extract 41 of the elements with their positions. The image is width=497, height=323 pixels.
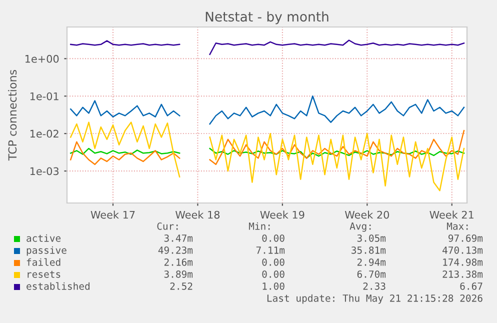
text: 213.38m xyxy=(442,270,483,278)
text: Last update: Thu May 21 21:15:28 2026 xyxy=(267,294,482,304)
y-tick-label: 1e+00 xyxy=(25,54,59,63)
text: 0.00 xyxy=(262,258,284,266)
legend-label: resets xyxy=(28,270,60,278)
y-tick-label: 1e-03 xyxy=(30,167,59,176)
text: 2.16m xyxy=(164,258,193,266)
text: Min: xyxy=(248,222,270,230)
text: 1.00 xyxy=(262,282,284,290)
text: 49.23m xyxy=(158,246,193,254)
text: 7.11m xyxy=(256,246,285,254)
x-tick-label: Week 19 xyxy=(260,210,304,219)
chart-title: Netstat - by month xyxy=(206,11,328,24)
text: 174.98m xyxy=(443,258,483,266)
legend-label: active xyxy=(26,234,61,242)
text: 3.89m xyxy=(164,270,193,278)
x-tick-label: Week 17 xyxy=(90,210,135,219)
text: 3.05m xyxy=(357,234,386,242)
text: 3.47m xyxy=(164,234,193,242)
y-axis-title: TCP connections xyxy=(8,70,17,161)
text: 0.00 xyxy=(262,234,284,242)
legend-label: failed xyxy=(26,258,60,266)
text: Avg: xyxy=(350,222,371,232)
text: 2.52 xyxy=(170,282,192,290)
x-tick-label: Week 20 xyxy=(344,210,390,219)
text: 6.67 xyxy=(460,282,482,290)
x-tick-label: Week 21 xyxy=(430,210,474,219)
text: Max: xyxy=(446,222,468,230)
y-tick-label: 1e-01 xyxy=(30,92,58,100)
x-tick-label: Week 18 xyxy=(176,210,220,219)
text: 470.13m xyxy=(442,246,483,254)
text: 97.69m xyxy=(448,234,483,242)
text: 0.00 xyxy=(262,270,284,278)
text: 35.81m xyxy=(352,246,386,254)
legend-label: established xyxy=(26,282,90,290)
text: 2.33 xyxy=(363,282,386,290)
legend-label: passive xyxy=(26,246,66,256)
text: 2.94m xyxy=(357,258,386,266)
text: 6.70m xyxy=(357,270,386,278)
y-tick-label: 1e-02 xyxy=(30,130,58,138)
text: Cur: xyxy=(157,222,178,230)
